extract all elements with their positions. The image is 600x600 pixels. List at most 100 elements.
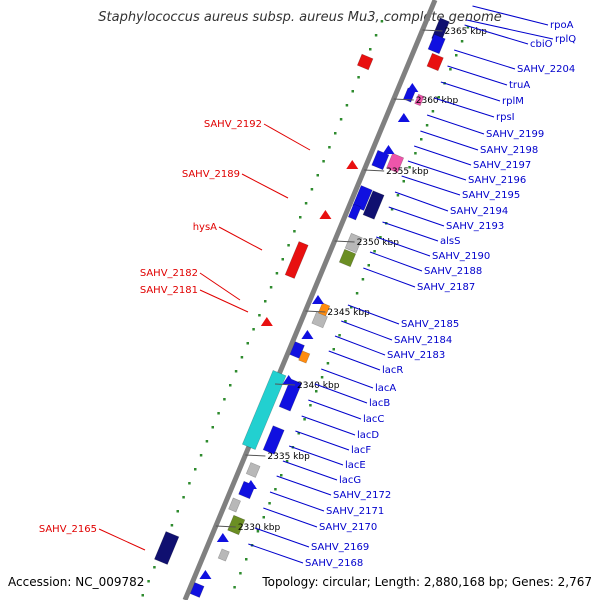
gene-feature — [347, 203, 362, 221]
gene-feature — [241, 369, 287, 451]
label-right: SAHV_2183 — [387, 350, 445, 361]
tick-dot — [299, 216, 302, 219]
gene-block — [154, 531, 180, 565]
tick-dot — [229, 384, 232, 387]
tick-dot — [234, 370, 238, 373]
tick-dot — [367, 264, 370, 267]
leader-right — [347, 304, 400, 325]
label-right: rpoA — [550, 20, 574, 31]
label-right: rpsI — [496, 112, 515, 123]
leader-left — [241, 173, 289, 199]
leader-right — [401, 175, 461, 196]
tick-dot — [252, 328, 255, 331]
gene-feature — [189, 582, 205, 598]
gene-block — [344, 232, 363, 254]
label-right: SAHV_2199 — [486, 129, 544, 140]
tick-dot — [240, 356, 244, 359]
tick-dot — [408, 166, 411, 169]
gene-arrow — [319, 210, 332, 219]
label-right: lacR — [382, 365, 403, 376]
tick-dot — [239, 572, 242, 575]
tick-dot — [379, 236, 382, 239]
gene-feature — [426, 52, 444, 72]
tick-dot — [380, 20, 384, 23]
leader-right — [254, 527, 310, 548]
gene-arrow — [406, 83, 419, 92]
tick-dot — [351, 90, 354, 93]
label-left: hysA — [193, 222, 217, 233]
gene-block — [386, 152, 405, 174]
tick-dot — [147, 580, 150, 583]
leader-right — [464, 24, 529, 45]
backbone-line — [182, 0, 438, 600]
tick-dot — [211, 426, 214, 429]
tick-dot — [268, 502, 271, 505]
gene-feature — [227, 514, 246, 536]
scale-label: 2345 kbp — [327, 308, 370, 318]
gene-arrow — [312, 295, 324, 304]
tick-dot — [460, 40, 464, 43]
tick-dot — [320, 376, 324, 379]
leader-right — [301, 415, 356, 436]
tick-dot — [274, 488, 277, 491]
leader-left — [98, 528, 146, 551]
tick-dot — [339, 118, 343, 121]
leader-right — [388, 206, 445, 227]
label-right: SAHV_2169 — [311, 542, 369, 553]
tick-dot — [328, 146, 331, 149]
gene-block — [371, 149, 390, 171]
gene-block — [228, 497, 241, 513]
leader-right — [420, 130, 479, 151]
gene-feature — [245, 462, 261, 478]
tick-dot — [281, 258, 284, 261]
label-right: lacE — [345, 460, 366, 471]
leader-right — [472, 5, 549, 26]
gene-block — [278, 378, 303, 412]
scale-label: 2355 kbp — [386, 167, 429, 177]
leader-right — [394, 191, 449, 212]
scale-tick — [422, 29, 443, 32]
gene-feature — [298, 350, 311, 364]
leader-left — [218, 226, 263, 251]
gene-arrow — [216, 533, 229, 542]
gene-block — [217, 548, 230, 562]
scale-label: 2330 kbp — [238, 523, 281, 533]
leader-right — [376, 236, 431, 257]
scale-tick — [245, 454, 266, 457]
scale-tick — [364, 169, 385, 172]
gene-feature — [386, 152, 405, 174]
scale-label: 2340 kbp — [297, 381, 340, 391]
label-right: rplQ — [555, 34, 576, 45]
leader-right — [414, 145, 472, 166]
gene-block — [227, 514, 246, 536]
tick-dot — [153, 566, 156, 569]
leader-right — [341, 320, 393, 341]
scale-tick — [215, 525, 236, 528]
scale-tick — [393, 98, 414, 101]
gene-block — [338, 248, 357, 268]
gene-block — [347, 203, 362, 221]
gene-block — [262, 425, 285, 455]
scale-label: 2335 kbp — [267, 452, 310, 462]
tick-dot — [223, 398, 226, 401]
gene-block — [427, 33, 446, 55]
leader-right — [369, 251, 423, 272]
leader-right — [407, 160, 467, 181]
gene-arrow — [397, 113, 410, 122]
scale-tick — [274, 383, 296, 386]
tick-dot — [361, 278, 365, 281]
label-right: SAHV_2197 — [473, 160, 531, 171]
label-right: lacA — [375, 383, 396, 394]
tick-dot — [194, 468, 197, 471]
tick-dot — [269, 286, 273, 289]
gene-arrow — [199, 570, 212, 579]
tick-dot — [402, 180, 405, 183]
gene-feature — [362, 190, 385, 220]
gene-block — [241, 369, 287, 451]
gene-block — [356, 53, 374, 71]
tick-dot — [326, 362, 330, 365]
leader-right — [447, 65, 508, 86]
tick-dot — [350, 306, 353, 309]
leader-right — [466, 19, 554, 40]
label-right: SAHV_2194 — [450, 206, 508, 217]
